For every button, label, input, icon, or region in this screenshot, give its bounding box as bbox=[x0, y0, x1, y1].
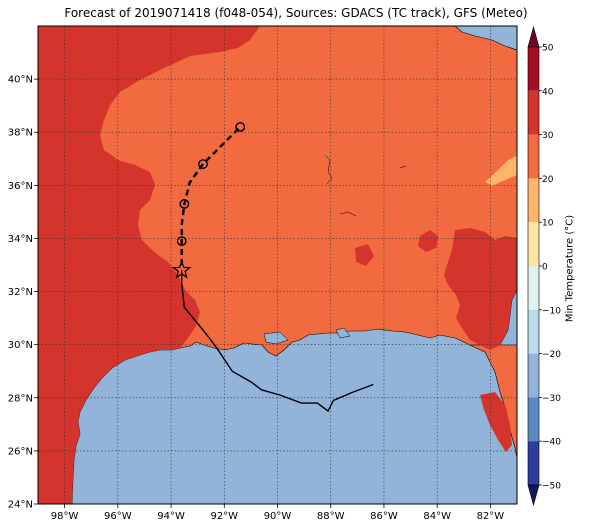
colorbar: 50 40 30 20 10 0 −10 −20 −30 −40 −50 bbox=[527, 25, 561, 507]
colorbar-tick-label: 30 bbox=[542, 131, 554, 141]
forecast-point bbox=[176, 236, 187, 247]
warm-region-mid bbox=[418, 230, 438, 252]
lat-tick-label: 36°N bbox=[8, 181, 33, 192]
lat-tick-label: 32°N bbox=[8, 287, 33, 298]
colorbar-bin bbox=[528, 222, 539, 266]
colorbar-bin bbox=[528, 353, 539, 398]
forecast-point bbox=[235, 122, 246, 132]
colorbar-extend-bottom bbox=[527, 484, 540, 507]
bay bbox=[335, 327, 351, 339]
colorbar-tick-label: 0 bbox=[542, 263, 548, 273]
lon-tick-label: 96°W bbox=[104, 511, 132, 522]
small-lake-2 bbox=[339, 211, 357, 217]
colorbar-label: Min Temperature (°C) bbox=[564, 214, 576, 323]
colorbar-extend-top bbox=[527, 25, 540, 48]
colorbar-bin bbox=[528, 134, 539, 179]
colorbar-tick-label: 50 bbox=[542, 44, 554, 54]
lon-tick-label: 92°W bbox=[210, 511, 238, 522]
lon-tick-label: 88°W bbox=[317, 511, 345, 522]
axis-tick-labels: 98°W 96°W 94°W 92°W 90°W 88°W 86°W 84°W 82°W 24°N… bbox=[8, 75, 505, 522]
colorbar-bin bbox=[528, 441, 539, 485]
lat-tick-label: 34°N bbox=[8, 234, 33, 245]
map-title: Forecast of 2019071418 (f048-054), Sourc… bbox=[64, 6, 528, 20]
forecast-track-line bbox=[180, 126, 242, 265]
small-lake bbox=[324, 154, 333, 185]
colorbar-tick-label: −50 bbox=[542, 482, 561, 492]
colorbar-bin bbox=[528, 266, 539, 310]
lat-tick-label: 40°N bbox=[8, 75, 33, 86]
colorbar-bin bbox=[528, 309, 539, 354]
warm-region-west bbox=[38, 26, 260, 504]
lon-tick-label: 86°W bbox=[370, 511, 398, 522]
colorbar-bin bbox=[528, 90, 539, 135]
colorbar-tick-label: −40 bbox=[542, 438, 561, 448]
lat-tick-label: 24°N bbox=[8, 500, 33, 511]
colorbar-bin bbox=[528, 397, 539, 442]
colorbar-tick-label: −20 bbox=[542, 350, 561, 360]
colorbar-bin bbox=[528, 178, 539, 223]
lat-tick-label: 26°N bbox=[8, 446, 33, 457]
lat-tick-label: 30°N bbox=[8, 340, 33, 351]
lake-pontchartrain bbox=[263, 331, 289, 345]
lon-tick-label: 90°W bbox=[264, 511, 292, 522]
warm-region-pocket bbox=[355, 244, 374, 266]
colorbar-tick-label: −30 bbox=[542, 394, 561, 404]
colorbar-tick-label: 20 bbox=[542, 175, 554, 185]
colorbar-tick-label: 40 bbox=[542, 87, 554, 97]
lon-tick-label: 82°W bbox=[477, 511, 505, 522]
forecast-point bbox=[198, 159, 208, 169]
storm-track bbox=[171, 122, 374, 413]
lat-tick-label: 38°N bbox=[8, 128, 33, 139]
warm-region-east bbox=[444, 228, 517, 350]
observed-track-line bbox=[180, 270, 374, 413]
colorbar-tick-label: 10 bbox=[542, 219, 554, 229]
colorbar-bin bbox=[528, 47, 539, 91]
colorbar-tick-label: −10 bbox=[542, 306, 561, 316]
lon-tick-label: 98°W bbox=[51, 511, 79, 522]
current-position-star bbox=[171, 259, 192, 279]
small-lake-3 bbox=[399, 165, 407, 169]
forecast-point bbox=[179, 199, 190, 209]
lake bbox=[454, 26, 517, 51]
warm-region-south-florida bbox=[480, 392, 512, 452]
cool-region bbox=[485, 156, 517, 186]
lon-tick-label: 94°W bbox=[157, 511, 185, 522]
lon-tick-label: 84°W bbox=[423, 511, 451, 522]
lat-tick-label: 28°N bbox=[8, 393, 33, 404]
